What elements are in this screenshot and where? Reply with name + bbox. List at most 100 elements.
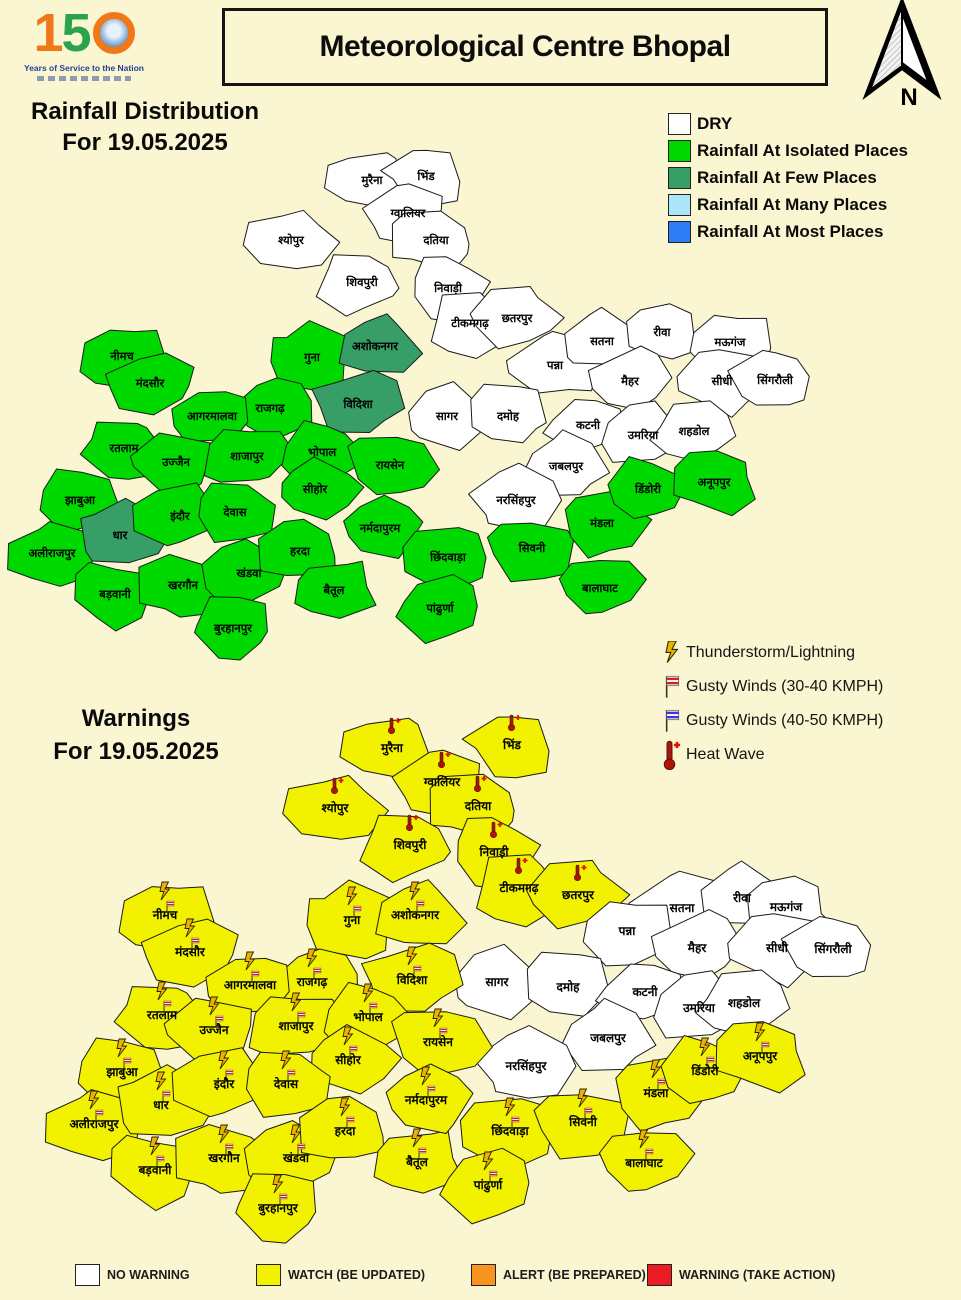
- gusty-winds-icon: [298, 1015, 305, 1017]
- many-label: Rainfall At Many Places: [697, 194, 888, 214]
- district-label: नरसिंहपुर: [495, 493, 536, 508]
- warning-swatch: [647, 1264, 672, 1286]
- heat-wave-icon: [507, 723, 515, 731]
- district: पांढुर्णा: [425, 601, 454, 616]
- gusty-winds-icon: [347, 1117, 354, 1120]
- gusty-winds-icon: [416, 900, 425, 907]
- district: उज्जैन: [161, 455, 190, 469]
- district-label: सिवनी: [518, 541, 547, 555]
- gusty-winds-icon: [349, 1045, 358, 1052]
- district: मैहर: [620, 374, 640, 388]
- north-arrow-icon: N: [862, 0, 942, 110]
- heat-wave-icon: [522, 858, 528, 863]
- gusty-winds-icon: [418, 1147, 427, 1154]
- thunderstorm-icon: [482, 1151, 494, 1171]
- district-label: शहडोल: [679, 424, 711, 438]
- gusty-winds-icon: [163, 1091, 170, 1094]
- district: छतरपुर: [561, 864, 595, 903]
- district: खंडवा: [282, 1124, 310, 1165]
- district: रीवा: [652, 325, 671, 339]
- district: राजगढ़: [254, 401, 285, 415]
- gusty-winds-icon: [252, 974, 259, 976]
- district-label: इंदौर: [169, 509, 191, 523]
- alert-label: ALERT (BE PREPARED): [503, 1268, 646, 1282]
- heat-wave-icon: [338, 778, 344, 783]
- district: उमरिया: [627, 428, 660, 442]
- gusty-winds-icon: [157, 1159, 164, 1161]
- district-label: डिंडोरी: [634, 482, 662, 496]
- gusty-winds-icon: [370, 1006, 377, 1008]
- legend-row-most: Rainfall At Most Places: [668, 218, 908, 245]
- gusty-winds-icon: [313, 967, 322, 974]
- thunderstorm-icon: [149, 1136, 161, 1156]
- few-label: Rainfall At Few Places: [697, 167, 877, 187]
- gusty-winds-icon: [490, 1174, 497, 1176]
- gusty-winds-icon: [419, 1151, 426, 1153]
- district-shape: [198, 482, 276, 543]
- district-shape: [469, 286, 565, 350]
- gusty-winds-icon: [762, 1042, 769, 1045]
- district-label: खंडवा: [236, 566, 263, 580]
- gusty-winds-icon: [96, 1110, 103, 1113]
- district: विदिशा: [396, 946, 428, 987]
- gusty-winds-icon: [658, 1079, 665, 1082]
- district-label: पांढुर्णा: [473, 1178, 503, 1193]
- gusty-winds-icon: [585, 1108, 592, 1111]
- district: सिंगरौली: [813, 941, 852, 956]
- thunderstorm-icon: [155, 1071, 167, 1091]
- gusty-winds-icon: [215, 1015, 224, 1022]
- district-shape: [385, 1063, 474, 1134]
- district: मंडला: [643, 1059, 669, 1100]
- gusty-winds-icon: [192, 941, 199, 943]
- district-shape: [235, 1173, 317, 1244]
- district: नर्मदापुरम: [404, 1066, 448, 1108]
- heat-wave-icon: [658, 740, 686, 770]
- district: अनूपपुर: [698, 475, 732, 490]
- district: ग्वालियर: [423, 751, 461, 789]
- district-label: निवाड़ी: [433, 281, 463, 295]
- alert-swatch: [471, 1264, 496, 1286]
- district-shape: [408, 381, 487, 451]
- district: मंदसौर: [174, 918, 206, 959]
- logo-tagline: Years of Service to the Nation: [24, 63, 144, 73]
- gusty-winds-icon: [95, 1109, 104, 1116]
- district: हरदा: [289, 544, 311, 558]
- district-label: मऊगंज: [769, 900, 803, 914]
- district: श्योपुर: [322, 777, 350, 816]
- rainfall-distribution-map: श्योपुर मुरैना भिंड ग्वालियर दतिया शिवपुरी निव…: [7, 149, 810, 661]
- district-label: सीधी: [711, 374, 734, 388]
- thunderstorm-label: Thunderstorm/Lightning: [686, 644, 855, 661]
- district-label: विदिशा: [342, 397, 373, 411]
- thunderstorm-icon: [362, 983, 374, 1003]
- isolated-swatch: [668, 139, 691, 162]
- district-label: नर्मदापुरम: [404, 1093, 448, 1108]
- district: दतिया: [464, 775, 492, 813]
- district-shape: [294, 560, 377, 619]
- district: झाबुआ: [105, 1038, 138, 1080]
- north-label: N: [900, 84, 917, 110]
- district: बुरहानपुर: [213, 621, 253, 636]
- district-shape: [391, 210, 470, 272]
- district-label: उमरिया: [627, 428, 660, 442]
- logo-globe-icon: [92, 12, 135, 54]
- gusty-winds-icon: [417, 901, 424, 904]
- gusty-winds-icon: [226, 1070, 233, 1073]
- logo-digit-5: 5: [61, 3, 92, 63]
- district: गुना: [343, 886, 362, 928]
- district-label: बड़वानी: [138, 1163, 173, 1177]
- district: रतलाम: [146, 981, 178, 1022]
- most-label: Rainfall At Most Places: [697, 221, 884, 241]
- gusty-winds-icon: [490, 1171, 497, 1174]
- gusty-winds-icon: [298, 1147, 305, 1149]
- heat-wave-icon: [413, 815, 419, 820]
- gusty-winds-icon: [347, 1120, 354, 1122]
- district: झाबुआ: [64, 493, 96, 508]
- thunderstorm-icon: [504, 1097, 516, 1117]
- gusty-winds-30-40-label: Gusty Winds (30-40 KMPH): [686, 678, 884, 695]
- district: नीमच: [152, 881, 179, 922]
- gusty-winds-icon: [226, 1073, 233, 1075]
- isolated-label: Rainfall At Isolated Places: [697, 140, 908, 160]
- thunderstorm-icon: [290, 992, 302, 1012]
- gusty-winds-icon: [645, 1148, 654, 1155]
- gusty-winds-icon: [167, 901, 174, 904]
